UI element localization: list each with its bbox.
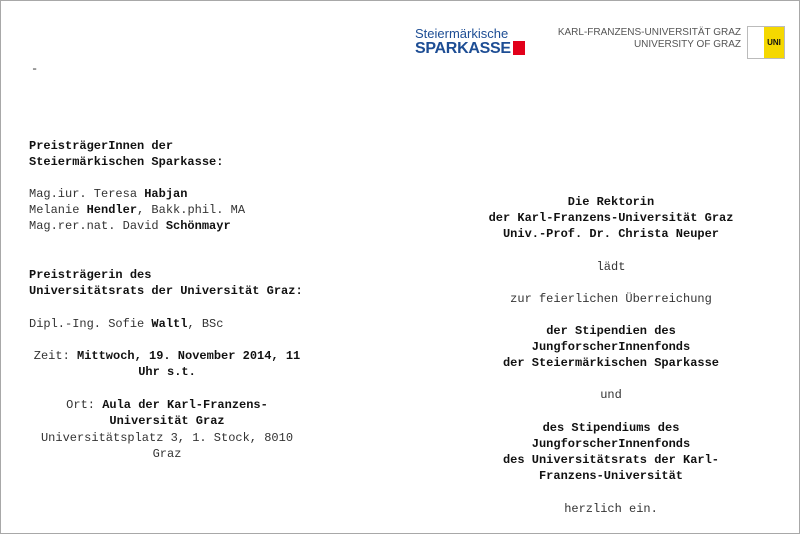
event-address: Universitätsplatz 3, 1. Stock, 8010 bbox=[40, 431, 294, 445]
sparkasse-s-icon bbox=[512, 41, 525, 55]
host-name: Univ.-Prof. Dr. Christa Neuper bbox=[502, 227, 720, 241]
award2-line: des Stipendiums des bbox=[542, 421, 680, 435]
uni-mark: UNI bbox=[764, 27, 784, 58]
event-time: Zeit: Mittwoch, 19. November 2014, 11 bbox=[33, 349, 301, 363]
host-title: Die Rektorin bbox=[567, 195, 655, 209]
dash: - bbox=[31, 62, 39, 76]
sparkasse-logo-line2: SPARKASSE bbox=[415, 40, 511, 57]
heading-sparkasse-winners: PreisträgerInnen der bbox=[29, 139, 174, 153]
award1-line: JungforscherInnenfonds bbox=[531, 340, 691, 354]
and-text: und bbox=[600, 388, 622, 402]
occasion-text: zur feierlichen Überreichung bbox=[510, 292, 712, 306]
event-time-2: Uhr s.t. bbox=[138, 365, 196, 379]
university-logo: UNI bbox=[747, 26, 785, 59]
winner: Melanie Hendler, Bakk.phil. MA bbox=[29, 203, 246, 217]
winner: Mag.rer.nat. David Schönmayr bbox=[29, 219, 231, 233]
closing-text: herzlich ein. bbox=[564, 502, 658, 516]
event-place-2: Universität Graz bbox=[109, 414, 225, 428]
award2-line: Franzens-Universität bbox=[538, 469, 684, 483]
award2-line: des Universitätsrats der Karl- bbox=[502, 453, 720, 467]
university-name-de: KARL-FRANZENS-UNIVERSITÄT GRAZ bbox=[557, 27, 741, 38]
heading-sparkasse-winners-2: Steiermärkischen Sparkasse: bbox=[29, 155, 224, 169]
winner: Mag.iur. Teresa Habjan bbox=[29, 187, 188, 201]
university-name-en: UNIVERSITY OF GRAZ bbox=[633, 39, 741, 50]
sparkasse-logo: Steiermärkische SPARKASSE bbox=[415, 26, 525, 57]
sparkasse-logo-line1: Steiermärkische bbox=[415, 26, 509, 41]
host-institution: der Karl-Franzens-Universität Graz bbox=[488, 211, 734, 225]
invites-text: lädt bbox=[596, 260, 626, 274]
university-logo-text: KARL-FRANZENS-UNIVERSITÄT GRAZ UNIVERSIT… bbox=[558, 27, 741, 51]
award2-line: JungforscherInnenfonds bbox=[531, 437, 691, 451]
winner: Dipl.-Ing. Sofie Waltl, BSc bbox=[29, 317, 224, 331]
award1-line: der Steiermärkischen Sparkasse bbox=[502, 356, 720, 370]
heading-university-winner: Preisträgerin des bbox=[29, 268, 152, 282]
heading-university-winner-2: Universitätsrats der Universität Graz: bbox=[29, 284, 303, 298]
event-address-2: Graz bbox=[152, 447, 182, 461]
award1-line: der Stipendien des bbox=[546, 324, 676, 338]
event-place: Ort: Aula der Karl-Franzens- bbox=[66, 398, 268, 412]
